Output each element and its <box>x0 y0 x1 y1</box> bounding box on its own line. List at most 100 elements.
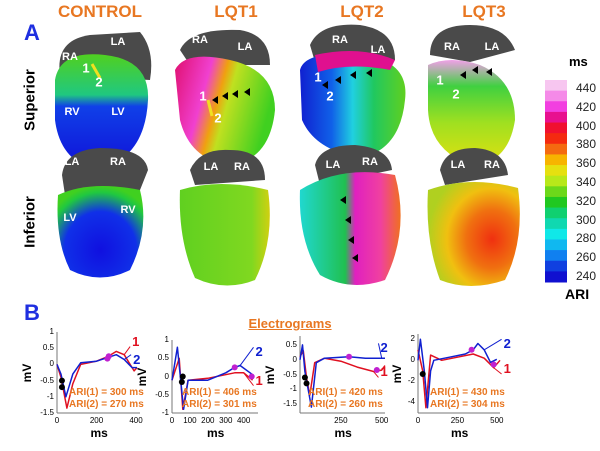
y-tick-label: 2 <box>410 334 415 344</box>
series-2-arrow <box>483 338 502 351</box>
label-la: LA <box>325 159 341 171</box>
series-2-arrow <box>123 354 132 360</box>
y-tick-label: 0 <box>49 359 54 369</box>
column-header-control: CONTROL <box>57 2 143 21</box>
heart-control-inferior <box>57 148 148 278</box>
colorbar-tick-label: 240 <box>576 269 597 283</box>
site-2-label: 2 <box>326 88 334 104</box>
repolarization-marker <box>468 346 475 353</box>
site-1-label: 1 <box>199 88 207 104</box>
label-la: LA <box>237 41 253 53</box>
colorbar-swatch <box>545 111 567 124</box>
colorbar-swatch <box>545 122 567 134</box>
ari-annotation: ARI(2) = 270 ms <box>69 399 144 410</box>
panel-a-label: A <box>24 20 40 45</box>
x-tick-label: 200 <box>201 416 215 425</box>
repolarization-marker <box>346 353 353 360</box>
colorbar-tick-label: 340 <box>576 175 597 189</box>
heart-lqt2-inferior <box>299 145 401 285</box>
colorbar-swatch <box>545 218 567 230</box>
site-2-label: 2 <box>214 110 222 126</box>
colorbar-swatch <box>545 90 567 102</box>
heart-lqt2-superior <box>300 24 406 158</box>
series-2-line <box>299 344 385 408</box>
electrograms-title: Electrograms <box>248 316 332 331</box>
colorbar-swatch <box>545 143 567 155</box>
label-la: LA <box>203 161 219 173</box>
colorbar-swatch <box>545 154 567 166</box>
colorbar-swatch <box>545 239 567 251</box>
series-1-label: 1 <box>255 372 263 388</box>
column-header-lqt3: LQT3 <box>462 2 506 21</box>
heart-lqt1-inferior <box>179 149 270 286</box>
activation-marker <box>178 378 185 385</box>
colorbar-swatch <box>545 186 567 198</box>
y-tick-label: -2 <box>407 376 415 386</box>
colorbar-swatch <box>545 271 567 283</box>
activation-marker <box>58 384 65 391</box>
heart-lqt1-superior <box>175 29 275 165</box>
repolarization-marker <box>105 353 112 360</box>
y-tick-label: 1 <box>164 335 169 344</box>
series-2-line <box>417 338 498 409</box>
activation-marker <box>179 373 186 380</box>
label-la: LA <box>450 159 466 171</box>
label-ra: RA <box>332 34 348 46</box>
colorbar-swatch <box>545 260 567 272</box>
y-tick-label: -1.5 <box>283 399 297 409</box>
series-1-label: 1 <box>380 364 388 380</box>
label-ra: RA <box>62 51 78 63</box>
series-2-line <box>56 353 137 398</box>
ari-annotation: ARI(1) = 430 ms <box>430 387 505 398</box>
y-tick-label: -0.5 <box>155 389 169 399</box>
label-ra: RA <box>362 156 378 168</box>
column-header-lqt1: LQT1 <box>214 2 258 21</box>
y-axis-label: mV <box>262 365 277 384</box>
series-2-arrow <box>239 347 254 366</box>
x-tick-label: 100 <box>183 416 197 425</box>
column-header-lqt2: LQT2 <box>340 2 384 21</box>
colorbar-swatch <box>545 228 567 240</box>
colorbar-tick-label: 400 <box>576 118 597 133</box>
heart-control-superior <box>55 32 152 170</box>
series-1-arrow <box>493 367 502 375</box>
panel-b-label: B <box>24 300 40 325</box>
colorbar-swatch <box>545 80 567 92</box>
series-1-arrow <box>243 372 254 386</box>
x-tick-label: 400 <box>129 416 143 425</box>
y-tick-label: -4 <box>407 397 415 407</box>
x-axis-label: ms <box>451 426 469 440</box>
site-2-label: 2 <box>452 86 460 102</box>
colorbar-tick-label: 300 <box>576 212 597 227</box>
series-2-arrow <box>377 343 383 359</box>
colorbar <box>545 80 567 283</box>
x-tick-label: 200 <box>89 416 104 425</box>
x-tick-label: 250 <box>334 416 348 425</box>
colorbar-swatch <box>545 101 567 113</box>
electrogram-lqt1 <box>171 340 258 414</box>
label-la: LA <box>64 156 80 168</box>
label-la: LA <box>484 41 500 53</box>
colorbar-tick-label: 420 <box>576 99 597 114</box>
y-tick-label: -0.5 <box>283 369 297 379</box>
colorbar-swatch <box>545 133 567 145</box>
repolarization-marker <box>490 361 497 368</box>
label-lv: LV <box>63 212 77 224</box>
colorbar-swatch <box>545 207 567 219</box>
series-2-label: 2 <box>503 336 511 352</box>
colorbar-tick-label: 280 <box>576 231 597 246</box>
label-rv: RV <box>120 204 136 216</box>
x-tick-label: 0 <box>169 416 175 425</box>
heart-lqt3-superior <box>428 25 515 165</box>
y-axis-label: mV <box>19 363 34 382</box>
label-la: LA <box>370 44 386 56</box>
x-tick-label: 250 <box>450 416 465 425</box>
site-1-label: 1 <box>436 72 444 88</box>
label-ra: RA <box>192 34 208 46</box>
x-tick-label: 300 <box>219 416 233 425</box>
y-tick-label: 0 <box>410 355 415 365</box>
colorbar-tick-label: 320 <box>576 193 597 208</box>
ari-annotation: ARI(1) = 420 ms <box>308 387 383 398</box>
series-2-label: 2 <box>380 340 388 356</box>
